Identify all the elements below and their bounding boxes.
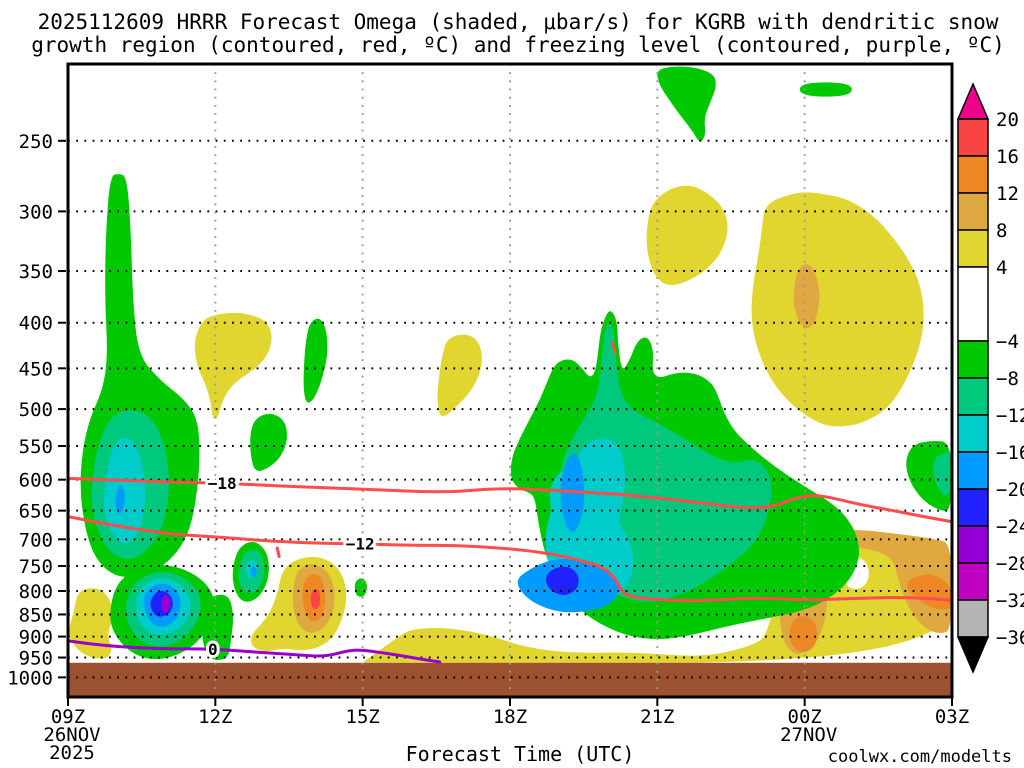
- y-tick-label-600: 600: [19, 470, 53, 492]
- x-date-label-2025: 2025: [49, 742, 95, 764]
- shaded-region-orange-00Z-900hPa: [789, 616, 818, 652]
- chart-title-line2: growth region (contoured, red, ºC) and f…: [31, 33, 1005, 57]
- colorbar-segment-16..20: [957, 118, 989, 157]
- shaded-region-yellow-17Z-450hPa: [437, 334, 482, 417]
- colorbar-segment--12..-8: [957, 377, 989, 416]
- colorbar-segment--20..-16: [957, 451, 989, 490]
- shaded-region-yellow-09Z-850hPa: [69, 588, 113, 659]
- contour-label--12: −12: [346, 535, 375, 554]
- chart-title-line1: 2025112609 HRRR Forecast Omega (shaded, …: [38, 10, 999, 34]
- colorbar-label-12: 12: [996, 183, 1019, 205]
- y-tick-label-450: 450: [19, 358, 53, 380]
- contour-fragment-1: [610, 341, 617, 355]
- colorbar-segment--4..4: [957, 266, 989, 342]
- shaded-region-green-14Z-440hPa: [303, 318, 328, 403]
- colorbar-label-−28: −28: [996, 553, 1024, 575]
- colorbar-label-8: 8: [996, 220, 1007, 242]
- colorbar-label-−16: −16: [996, 442, 1024, 464]
- colorbar-label-−12: −12: [996, 405, 1024, 427]
- shaded-region-cyan-10Z-mid: [103, 437, 146, 544]
- shaded-region-blue-10Z-640hPa-speck: [115, 485, 125, 514]
- colorbar-segment--32..-28: [957, 562, 989, 601]
- x-tick-label-21Z: 21Z: [640, 706, 674, 728]
- x-tick-label-00Z: 00Z: [788, 706, 822, 728]
- x-tick-label-03Z: 03Z: [935, 706, 969, 728]
- shaded-field: [68, 66, 952, 697]
- shaded-region-green-13Z-540hPa: [250, 413, 287, 471]
- colorbar-under-arrow: [956, 636, 990, 674]
- y-tick-label-250: 250: [19, 131, 53, 153]
- contour-label--18: −18: [208, 474, 237, 493]
- colorbar: 20 16 12 8 4 −4 −8 −12 −16 −20 −24 −28 −32 −36: [956, 82, 1024, 674]
- plot-layers: −18 −12 0 250 300 350 400 450 500 550 600 650 700 750…: [7, 62, 1024, 764]
- colorbar-label-4: 4: [996, 257, 1007, 279]
- x-tick-label-09Z: 09Z: [51, 706, 85, 728]
- x-date-label-26NOV: 26NOV: [43, 724, 100, 746]
- shaded-region-gold-00Z-370hPa-core: [793, 264, 820, 328]
- colorbar-segment--16..-12: [957, 414, 989, 453]
- colorbar-segment-12..16: [957, 155, 989, 194]
- shaded-region-blue-13Z-760hPa-speck: [250, 566, 257, 577]
- shaded-region-violet-11Z-850hPa-core: [161, 594, 171, 613]
- contour-fragment-0: [275, 546, 281, 559]
- colorbar-label-−24: −24: [996, 516, 1024, 538]
- x-tick-label-15Z: 15Z: [346, 706, 380, 728]
- colorbar-segment--8..-4: [957, 340, 989, 379]
- colorbar-segment-4..8: [957, 229, 989, 268]
- contour-line-0: [68, 639, 442, 664]
- x-tick-label-12Z: 12Z: [198, 706, 232, 728]
- y-tick-label-950: 950: [19, 648, 53, 670]
- axes: 2503003504004505005506006507007508008509…: [7, 131, 969, 764]
- colorbar-label-−20: −20: [996, 479, 1024, 501]
- shaded-region-emerald-03Z-edge: [933, 452, 952, 495]
- colorbar-label-16: 16: [996, 146, 1019, 168]
- y-tick-label-900: 900: [19, 627, 53, 649]
- shaded-region-yellow-13Z-400hPa: [194, 312, 272, 419]
- y-tick-label-400: 400: [19, 313, 53, 335]
- shaded-region-green-00Z-top-bar: [799, 82, 852, 97]
- colorbar-label-−8: −8: [996, 368, 1019, 390]
- contour-lines: −18 −12 0: [68, 341, 952, 664]
- y-tick-label-850: 850: [19, 604, 53, 626]
- y-tick-label-550: 550: [19, 436, 53, 458]
- shaded-region-green-21Z-top-funnel: [657, 66, 716, 142]
- contour-label-0: 0: [208, 640, 218, 659]
- shaded-region-gold-band-00Z-03Z-700hPa: [799, 530, 952, 634]
- y-tick-label-750: 750: [19, 556, 53, 578]
- shaded-region-yellow-00Z-upper-large: [751, 192, 924, 427]
- y-tick-label-350: 350: [19, 261, 53, 283]
- colorbar-over-arrow: [956, 82, 990, 120]
- colorbar-segment--28..-24: [957, 525, 989, 564]
- y-tick-label-800: 800: [19, 581, 53, 603]
- watermark-link[interactable]: coolwx.com/modelts: [828, 747, 1012, 767]
- y-tick-label-500: 500: [19, 399, 53, 421]
- colorbar-label-−4: −4: [996, 331, 1019, 353]
- shaded-region-deepblue-19Z-790hPa: [545, 566, 579, 596]
- y-tick-label-650: 650: [19, 501, 53, 523]
- y-tick-label-300: 300: [19, 201, 53, 223]
- y-tick-label-700: 700: [19, 529, 53, 551]
- colorbar-label-−36: −36: [996, 627, 1024, 649]
- x-tick-label-18Z: 18Z: [493, 706, 527, 728]
- shaded-region-red-14Z-820hPa-core: [310, 588, 321, 610]
- contour-line--12: [68, 515, 952, 603]
- colorbar-segment--36..-32: [957, 599, 989, 638]
- colorbar-segment--24..-20: [957, 488, 989, 527]
- shaded-region-green-15Z-790hPa-speck: [354, 578, 367, 597]
- shaded-region-green-12Z-connector: [201, 594, 234, 660]
- colorbar-segment-8..12: [957, 192, 989, 231]
- x-date-label-27NOV: 27NOV: [780, 724, 837, 746]
- colorbar-label-−32: −32: [996, 590, 1024, 612]
- contour-line--18: [68, 476, 952, 524]
- y-tick-label-1000: 1000: [7, 667, 53, 689]
- colorbar-label-20: 20: [996, 109, 1019, 131]
- x-axis-title: Forecast Time (UTC): [406, 742, 635, 766]
